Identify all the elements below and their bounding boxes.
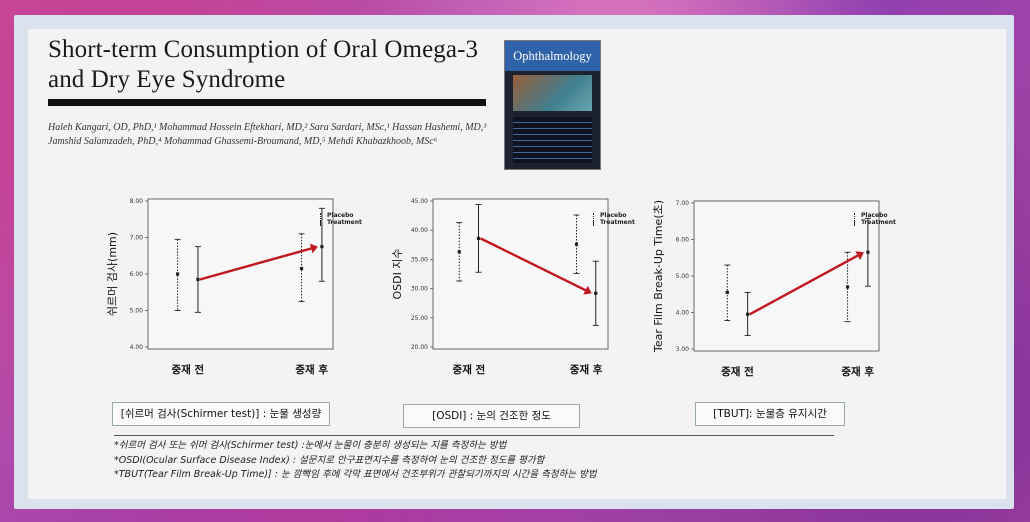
authors-line2: Jamshid Salamzadeh, PhD,⁴ Mohammad Ghass… xyxy=(48,136,438,147)
plot-area xyxy=(432,198,609,350)
x-tick-label: 중재 전 xyxy=(171,363,204,376)
legend-treatment-label: Treatment xyxy=(861,219,896,226)
mean-point-placebo xyxy=(457,250,461,254)
footnote-osdi: *OSDI(Ocular Surface Disease Index) : 설문… xyxy=(114,454,545,466)
y-tick-label: 30.00 xyxy=(411,286,428,293)
mean-point-treatment xyxy=(196,277,200,282)
footnote-tbut: *TBUT(Tear Film Break-Up Time)] : 눈 깜빡임 … xyxy=(114,469,597,480)
chart-osdi-caption: [OSDI] : 눈의 건조한 정도 xyxy=(403,404,580,428)
mean-point-placebo xyxy=(299,266,304,271)
y-tick-label: 7.00 xyxy=(130,235,144,242)
mean-point-placebo xyxy=(845,285,850,289)
trend-arrow-line xyxy=(199,247,312,281)
title-rule xyxy=(48,99,486,106)
y-tick-label: 6.00 xyxy=(676,237,690,244)
chart-tbut-legend: Placebo Treatment xyxy=(854,212,896,226)
author-list: Haleh Kangari, OD, PhD,¹ Mohammad Hossei… xyxy=(48,121,508,149)
trend-arrow-line xyxy=(479,237,587,292)
article-title-line1: Short-term Consumption of Oral Omega-3 xyxy=(48,36,479,63)
authors-line1: Haleh Kangari, OD, PhD,¹ Mohammad Hossei… xyxy=(48,122,487,133)
legend-treatment-symbol xyxy=(320,219,325,226)
x-tick-label: 중재 후 xyxy=(570,363,603,376)
x-tick-label: 중재 전 xyxy=(721,365,754,378)
plot-area xyxy=(147,198,334,350)
legend-placebo-symbol xyxy=(320,212,325,219)
chart-schirmer-caption: [쉬르머 검사(Schirmer test)] : 눈물 생성량 xyxy=(112,402,330,426)
y-tick-label: 6.00 xyxy=(130,271,144,278)
y-tick-label: 7.00 xyxy=(676,200,690,207)
mean-point-placebo xyxy=(176,272,180,276)
journal-name: Ophthalmology xyxy=(505,41,600,71)
chart-tbut-caption: [TBUT]: 눈물층 유지시간 xyxy=(695,402,845,426)
legend-treatment-label: Treatment xyxy=(327,219,362,226)
legend-placebo-symbol xyxy=(593,212,598,219)
x-tick-label: 중재 전 xyxy=(453,363,486,376)
footnote-schirmer: *쉬르머 검사 또는 쉬머 검사(Schirmer test) :눈에서 눈물이… xyxy=(114,440,507,451)
slide-sheet: Short-term Consumption of Oral Omega-3 a… xyxy=(28,29,1006,499)
journal-cover-figures xyxy=(513,117,592,163)
y-axis-label: 쉬르머 검사(mm) xyxy=(106,232,119,316)
y-axis-label: OSDI 지수 xyxy=(391,248,404,299)
legend-treatment-label: Treatment xyxy=(600,219,635,226)
y-tick-label: 4.00 xyxy=(130,344,144,351)
mean-point-placebo xyxy=(574,242,579,246)
mean-point-treatment xyxy=(746,312,750,316)
y-tick-label: 35.00 xyxy=(411,256,428,263)
chart-schirmer: 4.00 5.00 6.00 7.00 8.00 쉬르머 검사(mm) 중재 전 중재 후 xyxy=(106,198,334,376)
y-tick-label: 5.00 xyxy=(130,308,144,315)
mean-point-treatment xyxy=(476,236,481,240)
mean-point-placebo xyxy=(725,290,729,295)
article-title: Short-term Consumption of Oral Omega-3 a… xyxy=(48,35,508,95)
y-tick-label: 40.00 xyxy=(411,227,428,234)
journal-cover-image xyxy=(513,75,592,111)
legend-placebo-label: Placebo xyxy=(327,212,354,219)
y-tick-label: 5.00 xyxy=(676,273,690,280)
legend-treatment-symbol xyxy=(854,219,859,226)
y-axis-label: Tear Film Break-Up Time(초) xyxy=(652,200,665,353)
legend-treatment-symbol xyxy=(593,219,598,226)
y-tick-label: 20.00 xyxy=(411,344,428,351)
mean-point-treatment xyxy=(866,250,870,254)
notes-rule xyxy=(114,435,834,436)
x-tick-label: 중재 후 xyxy=(295,363,328,376)
journal-cover: Ophthalmology xyxy=(504,40,601,170)
footnotes: *쉬르머 검사 또는 쉬머 검사(Schirmer test) :눈에서 눈물이… xyxy=(114,439,834,483)
article-title-line2: and Dry Eye Syndrome xyxy=(48,66,286,93)
y-tick-label: 8.00 xyxy=(130,198,144,205)
mean-point-treatment xyxy=(320,245,324,249)
legend-placebo-label: Placebo xyxy=(861,212,888,219)
chart-osdi: 20.00 25.00 30.00 35.00 40.00 45.00 OSDI 지수중재 … xyxy=(391,198,609,376)
y-tick-label: 25.00 xyxy=(411,315,428,322)
trend-arrow-head xyxy=(855,251,864,261)
trend-arrow-head xyxy=(309,243,318,254)
plot-area xyxy=(693,200,880,352)
trend-arrow-head xyxy=(583,285,592,295)
chart-schirmer-legend: Placebo Treatment xyxy=(320,212,362,226)
chart-tbut: 3.00 4.00 5.00 6.00 7.00 Tear Film Break-Up T… xyxy=(652,200,880,378)
trend-arrow-line xyxy=(749,254,859,316)
y-tick-label: 3.00 xyxy=(676,346,690,353)
y-tick-label: 4.00 xyxy=(676,310,690,317)
legend-placebo-label: Placebo xyxy=(600,212,627,219)
legend-placebo-symbol xyxy=(854,212,859,219)
x-tick-label: 중재 후 xyxy=(841,365,874,378)
mean-point-treatment xyxy=(594,291,598,295)
chart-osdi-legend: Placebo Treatment xyxy=(593,212,635,226)
y-tick-label: 45.00 xyxy=(411,198,428,205)
